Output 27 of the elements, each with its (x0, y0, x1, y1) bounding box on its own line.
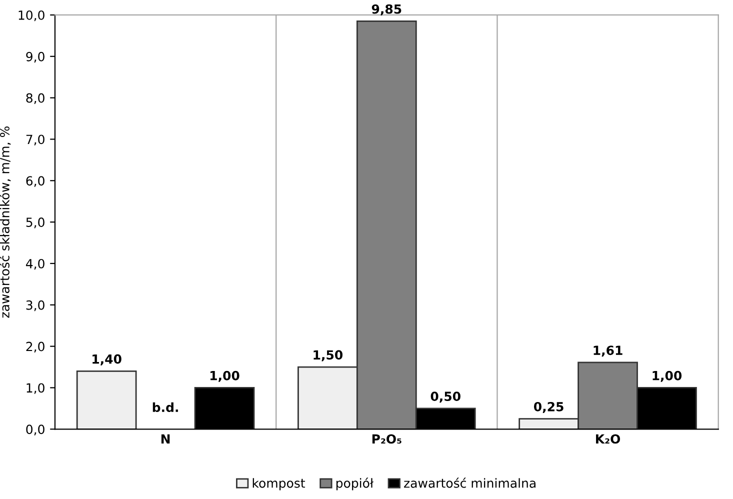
y-tick-label: 2,0 (26, 342, 44, 353)
y-tick-label: 1,0 (26, 383, 44, 394)
bar (76, 370, 137, 430)
y-tick-label: 10,0 (18, 10, 44, 22)
y-tick-label: 7,0 (26, 134, 44, 146)
data-label: 0,25 (534, 402, 564, 413)
data-label: 0,50 (430, 392, 460, 403)
data-label: 9,85 (372, 4, 402, 16)
data-label: 1,50 (314, 350, 343, 362)
text: b.d. (152, 402, 178, 412)
data-label: 1,61 (594, 346, 622, 357)
y-tick-label: 4,0 (26, 258, 44, 270)
y-tick-label: 8,0 (26, 93, 44, 104)
data-label: 1,40 (92, 354, 122, 366)
x-tick-label: N (161, 434, 170, 444)
legend-label: popiół (336, 478, 374, 490)
x-tick-label: K₂O (596, 434, 620, 444)
data-label: 1,00 (210, 370, 240, 382)
y-tick-label: 9,0 (26, 52, 44, 63)
legend-label: kompost (252, 478, 306, 490)
y-tick-label: 6,0 (26, 176, 44, 187)
y-tick-label: 0,0 (26, 424, 44, 436)
legend-label: zawartość minimalna (404, 478, 536, 488)
y-tick-label: 5,0 (26, 218, 44, 228)
x-tick-label: P₂O₅ (372, 434, 402, 444)
data-label: 1,00 (652, 370, 682, 382)
y-tick-label: 3,0 (26, 300, 44, 312)
